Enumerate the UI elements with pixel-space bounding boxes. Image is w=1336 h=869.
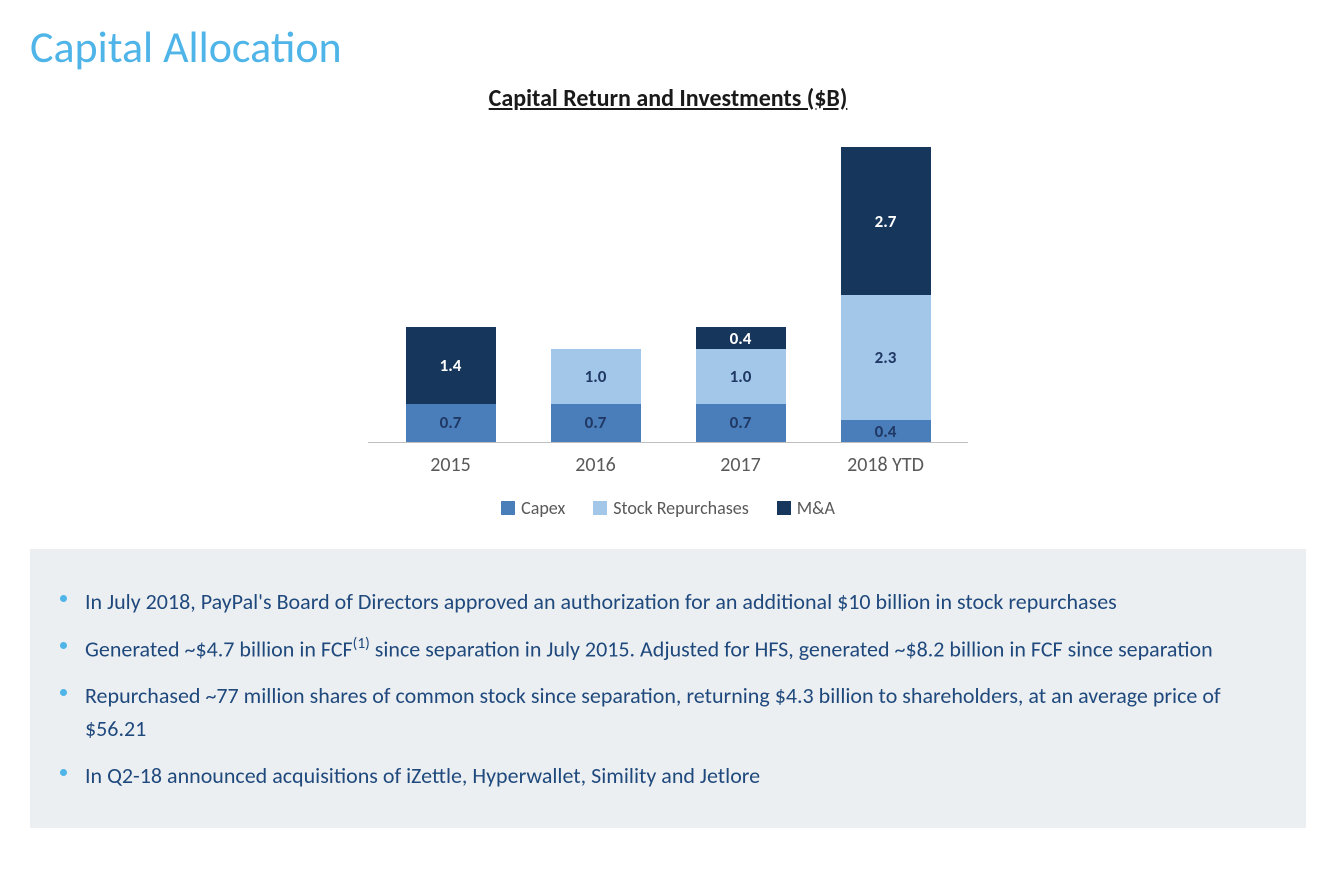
bar-segment: 0.4 xyxy=(841,420,931,442)
bar-segment: 1.0 xyxy=(696,349,786,404)
bars-row: 0.71.40.71.00.71.00.40.42.32.7 xyxy=(368,143,968,443)
bar-segment: 0.7 xyxy=(696,404,786,442)
bullets-panel: In July 2018, PayPal's Board of Director… xyxy=(30,549,1306,828)
x-axis-label: 2017 xyxy=(676,453,806,477)
legend-swatch xyxy=(593,501,607,515)
legend-item: M&A xyxy=(777,497,835,519)
bullet-item: Repurchased ~77 million shares of common… xyxy=(60,679,1276,745)
x-axis-label: 2016 xyxy=(531,453,661,477)
bar-segment: 2.3 xyxy=(841,295,931,420)
bar-column: 0.71.00.4 xyxy=(676,327,806,442)
x-axis-label: 2015 xyxy=(386,453,516,477)
bar-segment: 1.4 xyxy=(406,327,496,403)
bar-segment: 2.7 xyxy=(841,147,931,294)
legend-swatch xyxy=(777,501,791,515)
legend-label: Capex xyxy=(521,497,565,519)
legend-swatch xyxy=(501,501,515,515)
legend-item: Capex xyxy=(501,497,565,519)
bullet-dot-icon xyxy=(60,642,67,649)
page-title: Capital Allocation xyxy=(30,20,1306,74)
bar-segment: 0.7 xyxy=(551,404,641,442)
bar-segment: 0.4 xyxy=(696,327,786,349)
legend-label: Stock Repurchases xyxy=(613,497,749,519)
chart-title: Capital Return and Investments ($B) xyxy=(30,84,1306,113)
bullet-item: In Q2-18 announced acquisitions of iZett… xyxy=(60,759,1276,792)
bullet-text: Generated ~$4.7 billion in FCF(1) since … xyxy=(85,632,1213,665)
bullet-dot-icon xyxy=(60,689,67,696)
bullet-dot-icon xyxy=(60,769,67,776)
footnote-ref: (1) xyxy=(353,634,370,653)
bullet-text-part: In Q2-18 announced acquisitions of iZett… xyxy=(85,762,760,789)
x-axis-label: 2018 YTD xyxy=(821,453,951,477)
bar-column: 0.42.32.7 xyxy=(821,147,951,442)
chart-container: 0.71.40.71.00.71.00.40.42.32.7 201520162… xyxy=(30,143,1306,519)
chart-area: 0.71.40.71.00.71.00.40.42.32.7 201520162… xyxy=(368,143,968,519)
bullet-text: In July 2018, PayPal's Board of Director… xyxy=(85,585,1117,618)
bar-segment: 1.0 xyxy=(551,349,641,404)
bullet-text-part: since separation in July 2015. Adjusted … xyxy=(370,635,1213,662)
bullet-text-part: Repurchased ~77 million shares of common… xyxy=(85,682,1221,742)
bar-segment: 0.7 xyxy=(406,404,496,442)
bar-column: 0.71.0 xyxy=(531,349,661,442)
legend-item: Stock Repurchases xyxy=(593,497,749,519)
chart-legend: Capex Stock Repurchases M&A xyxy=(368,497,968,519)
bullet-item: Generated ~$4.7 billion in FCF(1) since … xyxy=(60,632,1276,665)
bar-column: 0.71.4 xyxy=(386,327,516,442)
bullet-item: In July 2018, PayPal's Board of Director… xyxy=(60,585,1276,618)
bar-stack: 0.71.0 xyxy=(551,349,641,442)
bullet-text: In Q2-18 announced acquisitions of iZett… xyxy=(85,759,760,792)
bar-stack: 0.71.00.4 xyxy=(696,327,786,442)
bullet-dot-icon xyxy=(60,595,67,602)
legend-label: M&A xyxy=(797,497,835,519)
x-axis-labels: 2015 2016 2017 2018 YTD xyxy=(368,443,968,477)
bullet-text-part: Generated ~$4.7 billion in FCF xyxy=(85,635,353,662)
bar-stack: 0.42.32.7 xyxy=(841,147,931,442)
bar-stack: 0.71.4 xyxy=(406,327,496,442)
bullet-text-part: In July 2018, PayPal's Board of Director… xyxy=(85,588,1117,615)
bullet-text: Repurchased ~77 million shares of common… xyxy=(85,679,1276,745)
